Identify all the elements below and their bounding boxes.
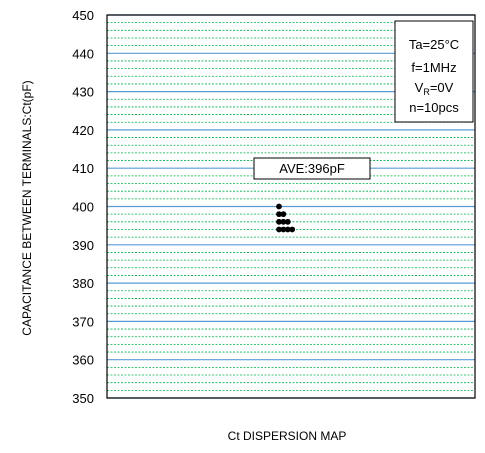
y-tick-label: 370	[72, 314, 94, 329]
y-tick-label: 380	[72, 276, 94, 291]
y-tick-label: 390	[72, 238, 94, 253]
conditions-legend: Ta=25°C f=1MHz VR=0V n=10pcs	[394, 20, 474, 123]
data-point	[280, 218, 287, 225]
condition-vr-sub: R	[423, 87, 430, 97]
y-tick-label: 450	[72, 8, 94, 23]
average-label: AVE:396pF	[279, 161, 345, 176]
grid-lines	[107, 14, 475, 399]
y-tick-label: 350	[72, 391, 94, 406]
data-point	[280, 226, 287, 233]
condition-vr: VR=0V	[415, 80, 454, 97]
y-tick-label: 430	[72, 85, 94, 100]
data-point	[276, 203, 282, 210]
y-tick-label: 400	[72, 200, 94, 215]
y-tick-label: 360	[72, 353, 94, 368]
y-tick-label: 440	[72, 46, 94, 61]
y-tick-label: 410	[72, 161, 94, 176]
data-point	[276, 226, 282, 233]
data-point	[276, 218, 282, 225]
condition-vr-rest: =0V	[430, 80, 454, 95]
plot-frame	[106, 14, 476, 399]
y-tick-label: 420	[72, 123, 94, 138]
y-axis-label: CAPACITANCE BETWEEN TERMINALS:Ct(pF)	[20, 80, 34, 335]
data-points	[276, 203, 296, 233]
condition-ta: Ta=25°C	[409, 37, 459, 52]
x-axis-label: Ct DISPERSION MAP	[228, 429, 347, 443]
data-point	[276, 211, 282, 218]
data-point	[289, 226, 296, 233]
data-point	[280, 211, 287, 218]
condition-sample-count: n=10pcs	[409, 100, 459, 115]
condition-frequency: f=1MHz	[411, 60, 456, 75]
condition-vr-main: V	[415, 80, 424, 95]
y-axis-ticks: 350 360 370 380 390 400 410 420 430 440 450	[72, 8, 94, 406]
data-point	[284, 226, 291, 233]
data-point	[284, 218, 291, 225]
average-annotation: AVE:396pF	[253, 157, 371, 180]
